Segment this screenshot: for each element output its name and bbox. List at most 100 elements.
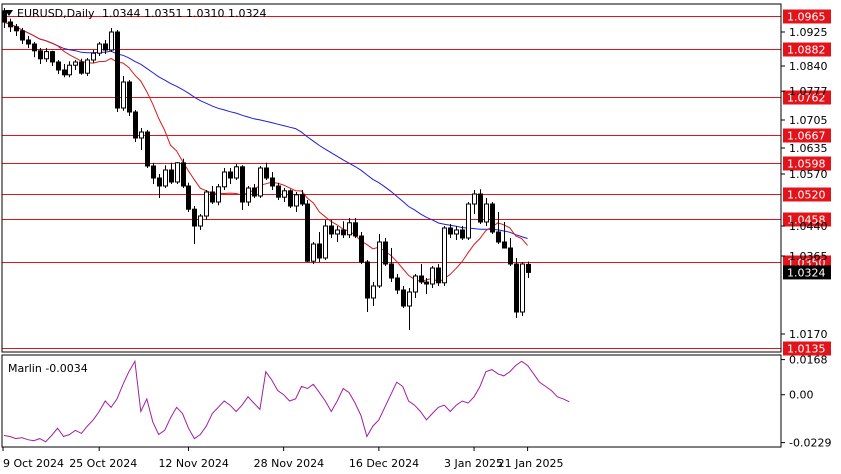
candle — [472, 190, 477, 214]
candle-body-up — [139, 131, 144, 139]
candle — [413, 274, 418, 298]
candle-body-down — [62, 69, 67, 76]
candle — [121, 76, 126, 111]
candle-body-down — [359, 235, 364, 263]
candle-body-up — [204, 191, 209, 217]
candle-body-down — [252, 187, 257, 197]
price-tick-label: 1.0570 — [789, 168, 828, 181]
candle-body-down — [448, 227, 453, 235]
candle — [62, 64, 67, 78]
candle — [419, 264, 424, 284]
candle — [186, 182, 191, 212]
level-price-tag — [783, 128, 831, 143]
candle — [26, 36, 31, 48]
candle-body-down — [478, 193, 483, 223]
candle-body-down — [460, 229, 465, 239]
candle — [294, 192, 299, 212]
chart-frame — [1, 3, 782, 448]
candle — [371, 282, 376, 306]
osc-tick-label: 0.0168 — [789, 354, 828, 367]
level-price-tag — [783, 341, 831, 356]
candle-body-down — [186, 185, 191, 210]
level-price-tag — [783, 90, 831, 105]
candle — [305, 200, 310, 262]
candle-body-down — [2, 10, 7, 23]
level-price-label: 1.0965 — [787, 11, 826, 24]
candle — [240, 165, 245, 210]
candle-body-down — [300, 194, 305, 205]
collapse-triangle-icon[interactable] — [5, 10, 13, 16]
candle-body-up — [91, 52, 96, 61]
candle — [163, 165, 168, 188]
candle — [389, 248, 394, 282]
candle — [234, 164, 239, 180]
candle-body-up — [335, 229, 340, 235]
candle — [442, 226, 447, 286]
candle-body-up — [282, 190, 287, 198]
candle — [430, 266, 435, 288]
candle — [228, 168, 233, 184]
candle — [139, 128, 144, 150]
candle — [198, 214, 203, 230]
candle-body-down — [103, 43, 108, 51]
candle — [56, 60, 61, 74]
candle-body-up — [294, 194, 299, 207]
candle — [466, 202, 471, 240]
candle — [484, 198, 489, 226]
candle-body-up — [85, 59, 90, 74]
main-pane-border — [1, 3, 782, 353]
candle-body-up — [121, 81, 126, 109]
price-tick-label: 1.0925 — [789, 26, 828, 39]
candle-body-down — [514, 263, 519, 313]
candle — [300, 190, 305, 206]
candle-body-up — [347, 222, 352, 236]
level-price-label: 1.0762 — [787, 92, 826, 105]
candle — [157, 174, 162, 198]
osc-tick-label: -0.0229 — [789, 437, 831, 450]
candle-body-down — [8, 21, 13, 28]
candle-body-up — [323, 225, 328, 259]
candle — [103, 40, 108, 54]
candle-body-up — [73, 61, 78, 66]
oscillator-pane-border — [1, 354, 782, 448]
candle — [359, 232, 364, 264]
candle-body-down — [401, 289, 406, 307]
candle-body-down — [508, 247, 513, 265]
candle-body-down — [145, 131, 150, 167]
candle — [109, 28, 114, 52]
candle-body-down — [38, 50, 43, 60]
candle-body-down — [288, 190, 293, 207]
candle-body-down — [276, 185, 281, 198]
candle-body-up — [430, 267, 435, 285]
candle — [288, 189, 293, 208]
price-tick-label: 1.0440 — [789, 220, 828, 233]
candle — [329, 220, 334, 238]
candle-body-up — [472, 193, 477, 205]
level-price-label: 1.0882 — [787, 44, 826, 57]
candle-body-down — [419, 275, 424, 283]
symbol-title: EURUSD,Daily — [17, 7, 95, 20]
candle — [151, 162, 156, 184]
candle — [448, 224, 453, 238]
candle — [264, 162, 269, 180]
candle — [276, 182, 281, 200]
candle-body-down — [389, 263, 394, 279]
candle — [210, 186, 215, 204]
candle — [14, 24, 19, 36]
candle — [115, 30, 120, 112]
candle-body-down — [305, 203, 310, 262]
candle-body-down — [79, 61, 84, 74]
candle — [133, 110, 138, 142]
candle-body-down — [502, 241, 507, 249]
candle — [311, 242, 316, 264]
candle-body-down — [181, 162, 186, 187]
candle — [258, 166, 263, 198]
price-axis: 1.0925 1.0840 1.0777 1.0705 1.0635 1.0570 1.04… — [781, 26, 831, 341]
level-lines: 1.10271.09651.08821.07621.06671.05981.05… — [2, 9, 831, 356]
candle — [490, 202, 495, 234]
current-price-tag — [783, 265, 831, 280]
candle-body-up — [520, 263, 525, 313]
candle-body-up — [258, 167, 263, 197]
